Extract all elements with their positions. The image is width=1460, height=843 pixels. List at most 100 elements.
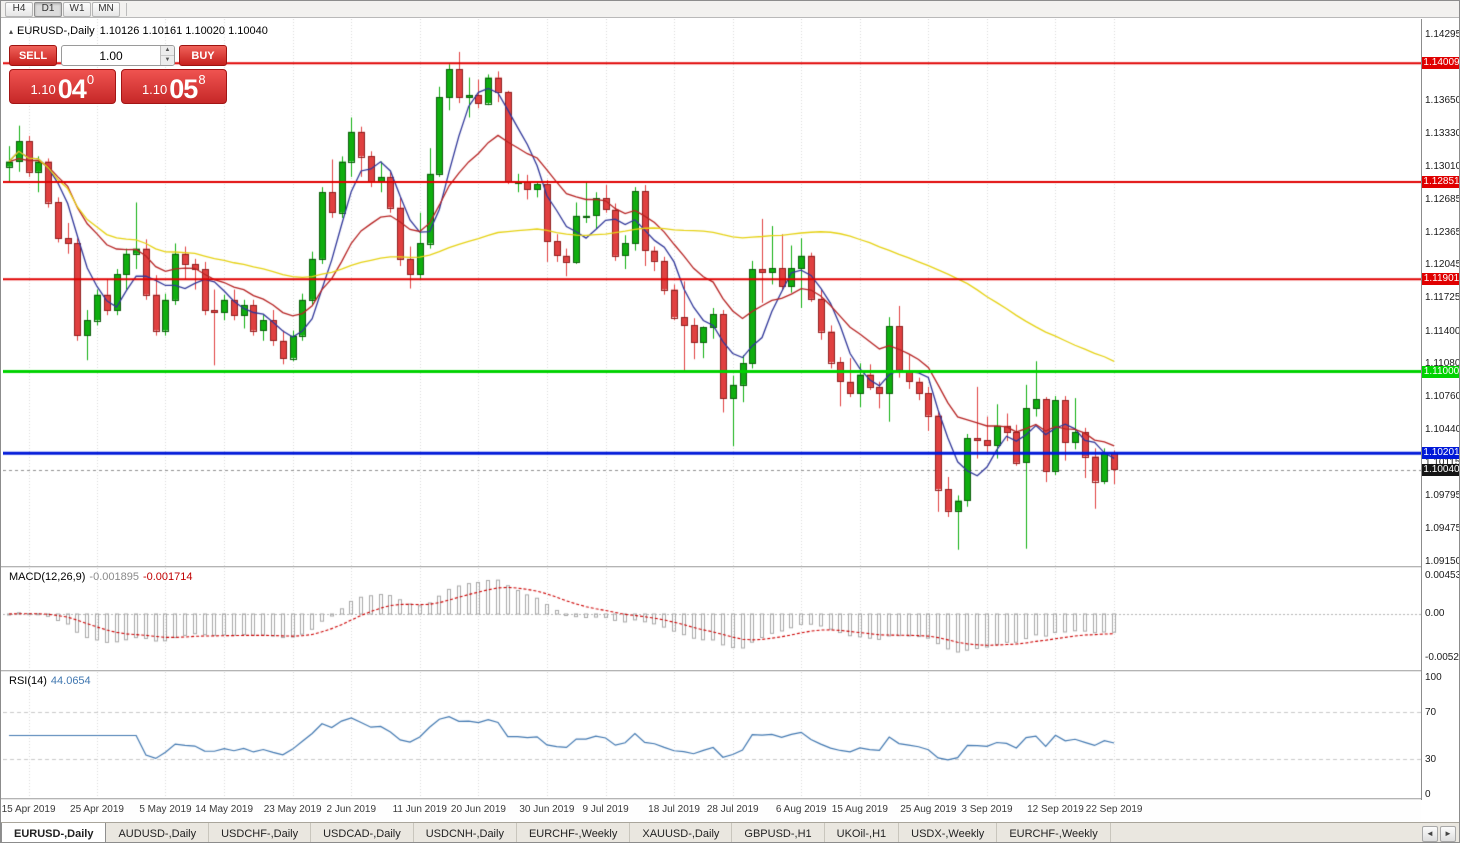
toolbar-separator [126, 2, 127, 16]
price-scale[interactable]: 0.004536 0.00 -0.005205 100 70 30 0 1.14… [1421, 19, 1460, 800]
price-scale-tick: 1.09150 [1425, 556, 1460, 567]
buy-price-pipette: 8 [198, 72, 206, 87]
panel-separator[interactable] [1, 566, 1459, 568]
chart-tab-usdx-weekly[interactable]: USDX-,Weekly [899, 823, 998, 842]
macd-scale-min: -0.005205 [1425, 652, 1459, 663]
buy-price-display[interactable]: 1.10 05 8 [120, 69, 227, 104]
date-label: 2 Jun 2019 [326, 804, 377, 815]
price-scale-tick: 1.12685 [1425, 193, 1460, 205]
chart-symbol-period: EURUSD-,Daily [17, 25, 95, 37]
price-scale-tick: 1.13650 [1425, 95, 1460, 107]
date-label: 14 May 2019 [195, 804, 254, 815]
chart-tab-xauusd-daily[interactable]: XAUUSD-,Daily [630, 823, 733, 842]
rsi-scale-0: 0 [1425, 789, 1431, 800]
tab-scroll-right-button[interactable]: ► [1440, 825, 1456, 842]
date-label: 3 Sep 2019 [961, 804, 1013, 815]
sell-price-display[interactable]: 1.10 04 0 [9, 69, 116, 104]
rsi-name: RSI(14) [9, 675, 47, 687]
timeframe-d1-button[interactable]: D1 [34, 1, 62, 17]
price-chart-canvas[interactable] [3, 19, 1421, 566]
sell-button[interactable]: SELL [9, 45, 57, 66]
date-label: 22 Sep 2019 [1085, 804, 1143, 815]
tab-scroll-left-button[interactable]: ◄ [1422, 825, 1438, 842]
date-label: 11 Jun 2019 [392, 804, 447, 815]
macd-main-value: -0.001895 [89, 571, 139, 583]
chart-tab-bar: EURUSD-,Daily AUDUSD-,Daily USDCHF-,Daily U… [1, 822, 1459, 842]
macd-indicator-canvas[interactable] [3, 568, 1421, 670]
sell-price-prefix: 1.10 [30, 82, 56, 97]
timeframe-mn-button[interactable]: MN [92, 1, 120, 17]
price-level-label: 1.10201 [1422, 447, 1460, 460]
chart-tab-usdcnh-daily[interactable]: USDCNH-,Daily [414, 823, 517, 842]
volume-spinner: ▲ ▼ [160, 46, 174, 65]
buy-button[interactable]: BUY [179, 45, 227, 66]
macd-header: MACD(12,26,9) -0.001895 -0.001714 [9, 571, 193, 583]
chart-tab-strip: EURUSD-,Daily AUDUSD-,Daily USDCHF-,Daily U… [1, 823, 1419, 842]
price-scale-tick: 1.13330 [1425, 127, 1460, 139]
date-label: 12 Sep 2019 [1027, 804, 1084, 815]
date-label: 6 Aug 2019 [775, 804, 827, 815]
chart-tab-ukoil-h1[interactable]: UKOil-,H1 [825, 823, 900, 842]
price-scale-tick: 1.11400 [1425, 325, 1460, 337]
macd-scale-zero: 0.00 [1425, 608, 1445, 619]
date-label: 20 Jun 2019 [450, 804, 506, 815]
sell-price-pipette: 0 [86, 72, 95, 87]
price-scale-tick: 1.10115 [1425, 457, 1460, 469]
price-scale-tick: 1.09795 [1425, 489, 1460, 501]
volume-decrease-button[interactable]: ▼ [161, 56, 174, 65]
chart-tab-eurchf-weekly[interactable]: EURCHF-,Weekly [997, 823, 1111, 842]
macd-signal-value: -0.001714 [142, 571, 193, 583]
date-axis[interactable]: 15 Apr 2019 25 Apr 2019 5 May 2019 14 May 2… [2, 800, 1421, 822]
rsi-scale-100: 100 [1425, 672, 1442, 683]
panel-separator [1, 798, 1459, 800]
date-label: 15 Aug 2019 [831, 804, 888, 815]
buy-price-main-digits: 05 [169, 73, 198, 104]
panel-separator[interactable] [1, 670, 1459, 672]
date-label: 18 Jul 2019 [648, 804, 700, 815]
macd-scale-max: 0.004536 [1425, 570, 1459, 581]
price-scale-tick: 1.10760 [1425, 391, 1460, 403]
chart-tab-usdcad-daily[interactable]: USDCAD-,Daily [311, 823, 414, 842]
sell-price-main-digits: 04 [57, 73, 87, 104]
one-click-collapse-icon[interactable]: ▴ [9, 27, 14, 36]
price-scale-tick: 1.13010 [1425, 160, 1460, 172]
rsi-scale-30: 30 [1425, 754, 1437, 765]
rsi-value: 44.0654 [50, 675, 91, 687]
price-scale-tick: 1.12365 [1425, 226, 1460, 238]
price-scale-tick: 1.09475 [1425, 522, 1460, 534]
chart-tab-usdchf-daily[interactable]: USDCHF-,Daily [209, 823, 312, 842]
macd-name: MACD(12,26,9) [9, 571, 86, 583]
price-scale-tick: 1.10440 [1425, 423, 1460, 435]
chart-tab-eurusd-daily[interactable]: EURUSD-,Daily [1, 823, 107, 842]
price-level-label: 1.14009 [1422, 57, 1460, 70]
tab-scroll-controls: ◄ ► [1419, 823, 1459, 842]
price-scale-tick: 1.11080 [1425, 358, 1460, 370]
date-label: 5 May 2019 [139, 804, 192, 815]
chart-tab-gbpusd-h1[interactable]: GBPUSD-,H1 [732, 823, 825, 842]
price-level-label: 1.12851 [1422, 175, 1460, 188]
chart-title: ▴ EURUSD-,Daily 1.10126 1.10161 1.10020 1.… [9, 25, 268, 37]
price-scale-tick: 1.12045 [1425, 259, 1460, 271]
chart-tab-audusd-daily[interactable]: AUDUSD-,Daily [106, 823, 210, 842]
price-level-label: 1.11000 [1422, 365, 1460, 378]
date-label: 23 May 2019 [263, 804, 322, 815]
date-label: 30 Jun 2019 [519, 804, 575, 815]
date-label: 25 Aug 2019 [900, 804, 957, 815]
chart-tab-eurchf-weekly[interactable]: EURCHF-,Weekly [517, 823, 631, 842]
timeframe-w1-button[interactable]: W1 [63, 1, 91, 17]
price-level-label: 1.11901 [1422, 273, 1460, 286]
price-level-label: 1.10040 [1422, 463, 1460, 476]
rsi-scale-70: 70 [1425, 707, 1437, 718]
volume-input[interactable] [62, 46, 160, 65]
date-label: 28 Jul 2019 [706, 804, 759, 815]
timeframe-h4-button[interactable]: H4 [5, 1, 33, 17]
price-scale-tick: 1.11725 [1425, 292, 1460, 304]
chart-ohlc-values: 1.10126 1.10161 1.10020 1.10040 [99, 25, 268, 37]
rsi-indicator-canvas[interactable] [3, 672, 1421, 798]
volume-increase-button[interactable]: ▲ [161, 46, 174, 56]
rsi-header: RSI(14) 44.0654 [9, 675, 91, 687]
price-scale-tick: 1.14295 [1425, 29, 1460, 40]
volume-field: ▲ ▼ [61, 45, 175, 66]
